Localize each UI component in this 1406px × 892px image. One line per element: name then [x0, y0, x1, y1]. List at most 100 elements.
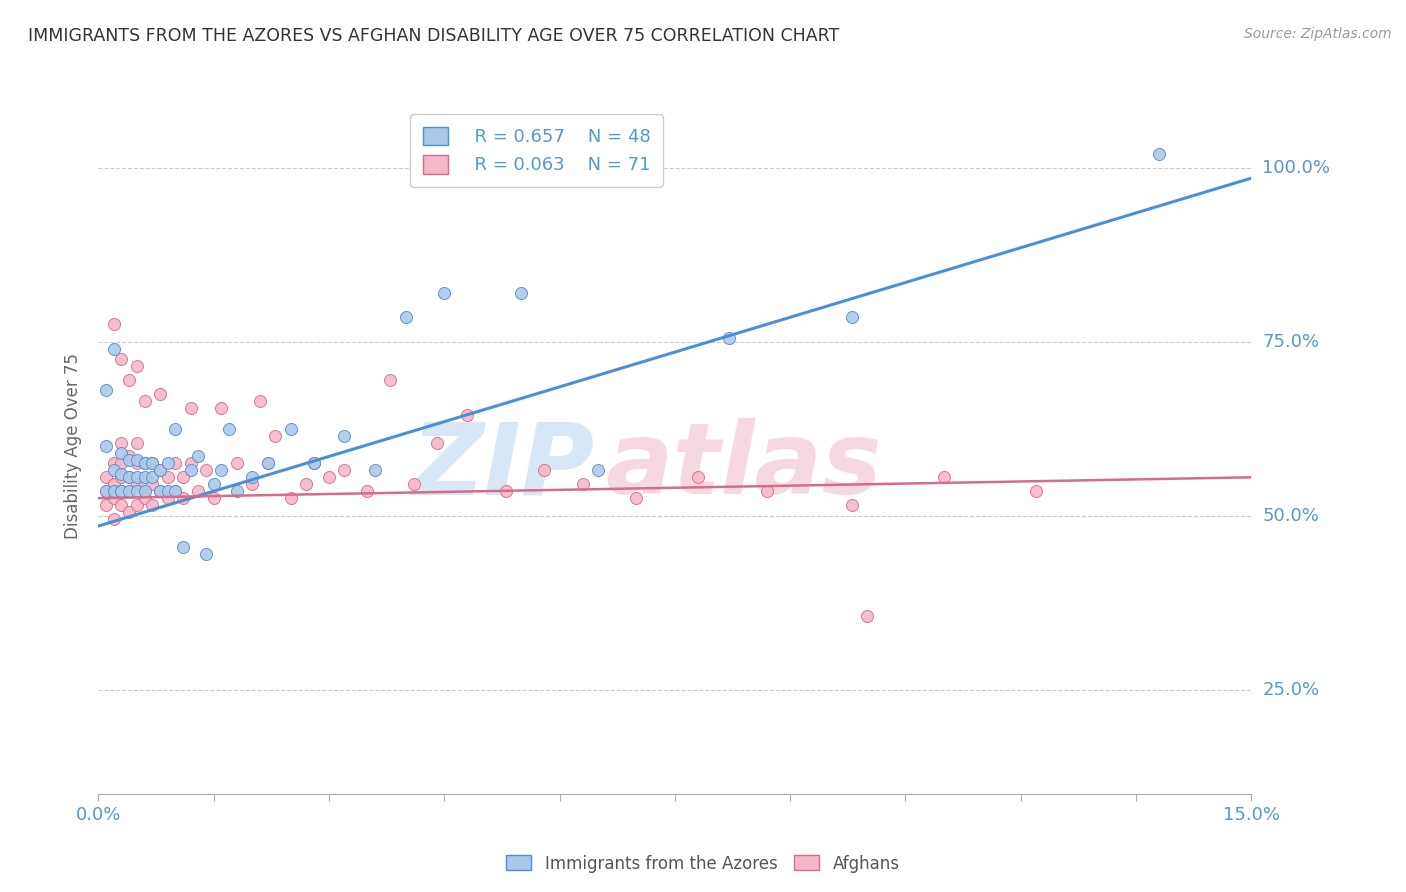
Point: [94, 498, 117, 512]
Point: [717, 331, 740, 345]
Point: [165, 422, 187, 436]
Point: [125, 484, 148, 499]
Point: [125, 498, 148, 512]
Point: [533, 463, 555, 477]
Point: [110, 351, 132, 366]
Point: [165, 484, 187, 499]
Point: [364, 463, 387, 477]
Point: [932, 470, 955, 484]
Point: [1025, 484, 1047, 499]
Point: [118, 505, 141, 519]
Point: [1147, 146, 1170, 161]
Point: [134, 457, 156, 471]
Point: [149, 484, 172, 499]
Point: [209, 463, 232, 477]
Point: [156, 491, 179, 505]
Point: [103, 477, 125, 491]
Text: Source: ZipAtlas.com: Source: ZipAtlas.com: [1244, 27, 1392, 41]
Point: [456, 408, 478, 422]
Point: [125, 359, 148, 373]
Point: [172, 470, 194, 484]
Point: [841, 310, 863, 325]
Point: [249, 393, 271, 408]
Point: [172, 540, 194, 554]
Point: [495, 484, 517, 499]
Point: [686, 470, 709, 484]
Point: [134, 470, 156, 484]
Point: [433, 285, 456, 300]
Text: 100.0%: 100.0%: [1263, 159, 1330, 177]
Point: [156, 484, 179, 499]
Point: [280, 422, 302, 436]
Point: [94, 484, 117, 499]
Point: [141, 457, 163, 471]
Point: [333, 463, 356, 477]
Point: [103, 512, 125, 526]
Point: [110, 498, 132, 512]
Point: [240, 470, 263, 484]
Point: [302, 457, 325, 471]
Text: 75.0%: 75.0%: [1263, 333, 1320, 351]
Point: [180, 401, 202, 415]
Point: [571, 477, 593, 491]
Point: [110, 484, 132, 499]
Point: [202, 477, 225, 491]
Point: [110, 457, 132, 471]
Point: [103, 463, 125, 477]
Point: [110, 484, 132, 499]
Point: [103, 457, 125, 471]
Point: [118, 484, 141, 499]
Point: [426, 435, 449, 450]
Point: [333, 428, 356, 442]
Point: [134, 484, 156, 499]
Text: ZIP: ZIP: [411, 418, 595, 516]
Point: [165, 457, 187, 471]
Legend: Immigrants from the Azores, Afghans: Immigrants from the Azores, Afghans: [499, 848, 907, 880]
Point: [141, 477, 163, 491]
Point: [841, 498, 863, 512]
Text: IMMIGRANTS FROM THE AZORES VS AFGHAN DISABILITY AGE OVER 75 CORRELATION CHART: IMMIGRANTS FROM THE AZORES VS AFGHAN DIS…: [28, 27, 839, 45]
Point: [141, 457, 163, 471]
Point: [156, 470, 179, 484]
Point: [110, 435, 132, 450]
Point: [240, 477, 263, 491]
Point: [149, 463, 172, 477]
Point: [118, 450, 141, 464]
Point: [209, 401, 232, 415]
Point: [141, 498, 163, 512]
Point: [586, 463, 609, 477]
Text: atlas: atlas: [606, 418, 882, 516]
Point: [180, 463, 202, 477]
Point: [856, 609, 879, 624]
Point: [187, 450, 209, 464]
Point: [156, 457, 179, 471]
Point: [125, 457, 148, 471]
Point: [134, 457, 156, 471]
Point: [103, 484, 125, 499]
Point: [225, 484, 247, 499]
Point: [125, 470, 148, 484]
Point: [380, 373, 402, 387]
Point: [318, 470, 340, 484]
Point: [218, 422, 240, 436]
Point: [256, 457, 278, 471]
Point: [172, 491, 194, 505]
Point: [110, 467, 132, 481]
Point: [94, 439, 117, 453]
Text: 25.0%: 25.0%: [1263, 681, 1320, 698]
Point: [118, 470, 141, 484]
Point: [125, 477, 148, 491]
Point: [264, 428, 287, 442]
Point: [187, 484, 209, 499]
Point: [302, 457, 325, 471]
Point: [118, 373, 141, 387]
Point: [626, 491, 648, 505]
Point: [103, 342, 125, 356]
Point: [195, 463, 218, 477]
Point: [356, 484, 378, 499]
Point: [118, 484, 141, 499]
Point: [141, 470, 163, 484]
Point: [125, 453, 148, 467]
Point: [180, 457, 202, 471]
Point: [395, 310, 418, 325]
